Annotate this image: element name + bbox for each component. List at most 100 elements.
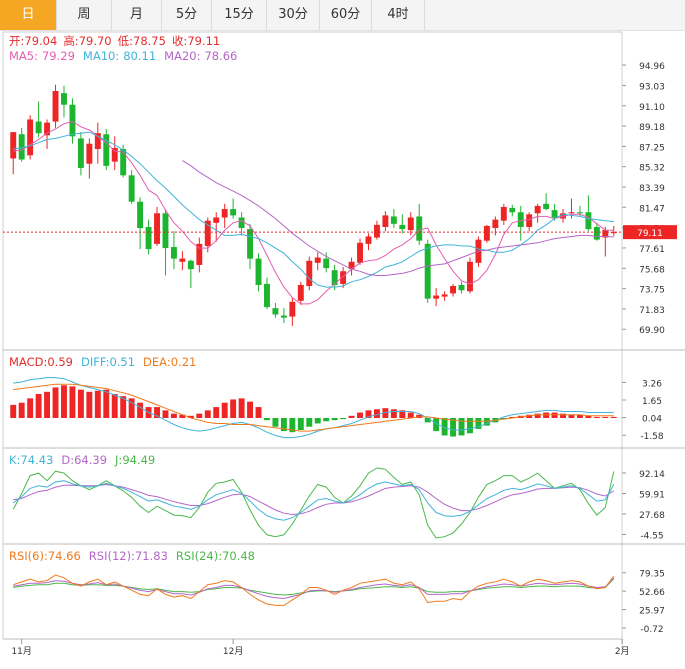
tab-4[interactable]: 5分 bbox=[162, 0, 212, 30]
candle-body bbox=[373, 224, 380, 238]
candle-body bbox=[509, 208, 516, 213]
candle-body bbox=[10, 132, 17, 159]
macd-bar bbox=[373, 409, 380, 418]
rsi-axis-tick-label: -0.72 bbox=[640, 625, 663, 635]
tab-7[interactable]: 60分 bbox=[320, 0, 372, 30]
high-value: 79.70 bbox=[79, 34, 112, 48]
candle-body bbox=[162, 213, 169, 249]
price-axis-tick-label: 75.68 bbox=[639, 265, 665, 275]
macd-bar bbox=[52, 387, 59, 418]
candle-body bbox=[331, 270, 338, 285]
tab-6[interactable]: 30分 bbox=[267, 0, 320, 30]
candle-body bbox=[137, 201, 144, 229]
j-legend-value: 94.49 bbox=[122, 453, 155, 467]
candle-body bbox=[221, 209, 228, 218]
price-axis-tick-label: 94.96 bbox=[639, 62, 665, 72]
macd-bar bbox=[69, 386, 76, 418]
macd-bar bbox=[576, 414, 583, 418]
tab-8[interactable]: 4时 bbox=[372, 0, 425, 30]
candle-body bbox=[416, 216, 423, 241]
price-axis-tick-label: 69.90 bbox=[639, 326, 665, 336]
macd-bar bbox=[450, 418, 457, 437]
macd-legend-value: 0.59 bbox=[47, 355, 73, 369]
macd-bar bbox=[610, 416, 617, 418]
chart-area: 94.96 93.03 91.10 89.18 87.25 85.32 83.39 81.47… bbox=[2, 31, 685, 657]
price-axis-tick-label: 91.10 bbox=[639, 103, 665, 113]
j-legend-label: J: bbox=[114, 453, 122, 467]
kdj-k-line bbox=[12, 480, 615, 521]
candle-body bbox=[264, 283, 270, 308]
tab-5[interactable]: 15分 bbox=[212, 0, 267, 30]
candle-body bbox=[27, 119, 34, 156]
tab-2[interactable]: 周 bbox=[57, 0, 112, 30]
macd-bar bbox=[424, 418, 431, 423]
ma5-legend-value: 79.29 bbox=[42, 49, 75, 63]
price-axis-tick-label: 93.03 bbox=[639, 82, 665, 92]
candle-body bbox=[86, 143, 93, 164]
open-label: 开: bbox=[9, 34, 24, 48]
macd-bar bbox=[357, 412, 363, 418]
tab-3[interactable]: 月 bbox=[112, 0, 162, 30]
candle-body bbox=[120, 148, 127, 176]
macd-bar bbox=[340, 418, 347, 420]
macd-bar bbox=[593, 416, 600, 418]
macd-bar bbox=[77, 389, 84, 418]
ma10-line bbox=[13, 131, 614, 288]
macd-axis-tick-label: -1.58 bbox=[640, 432, 664, 442]
high-label: 高: bbox=[63, 34, 78, 48]
low-label: 低: bbox=[118, 34, 133, 48]
candle-body bbox=[526, 214, 533, 227]
candle-body bbox=[128, 175, 135, 202]
candle-body bbox=[492, 219, 499, 229]
tab-1[interactable]: 日 bbox=[0, 0, 57, 30]
macd-bar bbox=[247, 401, 254, 418]
macd-bar bbox=[407, 412, 414, 418]
price-axis-tick-label: 77.61 bbox=[639, 245, 665, 255]
candle-body bbox=[69, 104, 76, 137]
candle-body bbox=[441, 294, 448, 297]
macd-bar bbox=[44, 391, 51, 418]
candle-body bbox=[145, 226, 152, 250]
rsi12-legend-label: RSI(12): bbox=[89, 549, 135, 563]
candle-body bbox=[433, 295, 440, 299]
candle-body bbox=[568, 212, 575, 214]
rsi-axis-tick-label: 25.97 bbox=[639, 607, 665, 617]
k-legend-value: 74.43 bbox=[20, 453, 53, 467]
macd-diff-line bbox=[13, 377, 614, 439]
candle-body bbox=[483, 225, 490, 241]
price-axis-tick-label: 87.25 bbox=[639, 143, 665, 153]
macd-bar bbox=[61, 385, 67, 418]
candle-body bbox=[517, 212, 524, 227]
macd-bar bbox=[348, 415, 355, 418]
macd-bar bbox=[365, 410, 372, 418]
candle-body bbox=[407, 217, 414, 231]
price-axis-tick-label: 71.83 bbox=[639, 306, 665, 316]
candle-body bbox=[390, 216, 397, 224]
x-tick-label: 2月 bbox=[615, 646, 630, 657]
candle-body bbox=[458, 284, 465, 291]
candle-body bbox=[500, 206, 507, 221]
candle-body bbox=[44, 122, 51, 136]
macd-bar bbox=[314, 418, 321, 424]
price-axis-tick-label: 73.75 bbox=[639, 286, 665, 296]
candle-body bbox=[467, 261, 473, 292]
rsi24-legend-label: RSI(24): bbox=[176, 549, 222, 563]
macd-axis-tick-label: 0.04 bbox=[642, 415, 662, 425]
candle-body bbox=[272, 308, 279, 315]
candle-body bbox=[314, 257, 321, 263]
rsi12-line bbox=[13, 577, 615, 600]
macd-bar bbox=[238, 398, 245, 418]
candle-body bbox=[340, 271, 347, 284]
macd-bar bbox=[230, 399, 237, 418]
macd-bar bbox=[323, 418, 330, 422]
timeframe-tabbar: 日周月 5分 15分 30分 60分 4时 bbox=[0, 0, 685, 31]
macd-bar bbox=[111, 394, 118, 418]
price-axis-tick-label: 89.18 bbox=[639, 123, 665, 133]
candle-body bbox=[238, 217, 245, 229]
candle-body bbox=[103, 134, 110, 166]
macd-bar bbox=[390, 409, 397, 418]
candle-body bbox=[357, 242, 363, 263]
macd-bar bbox=[467, 418, 473, 434]
candle-body bbox=[593, 226, 600, 240]
macd-bar bbox=[585, 415, 592, 418]
